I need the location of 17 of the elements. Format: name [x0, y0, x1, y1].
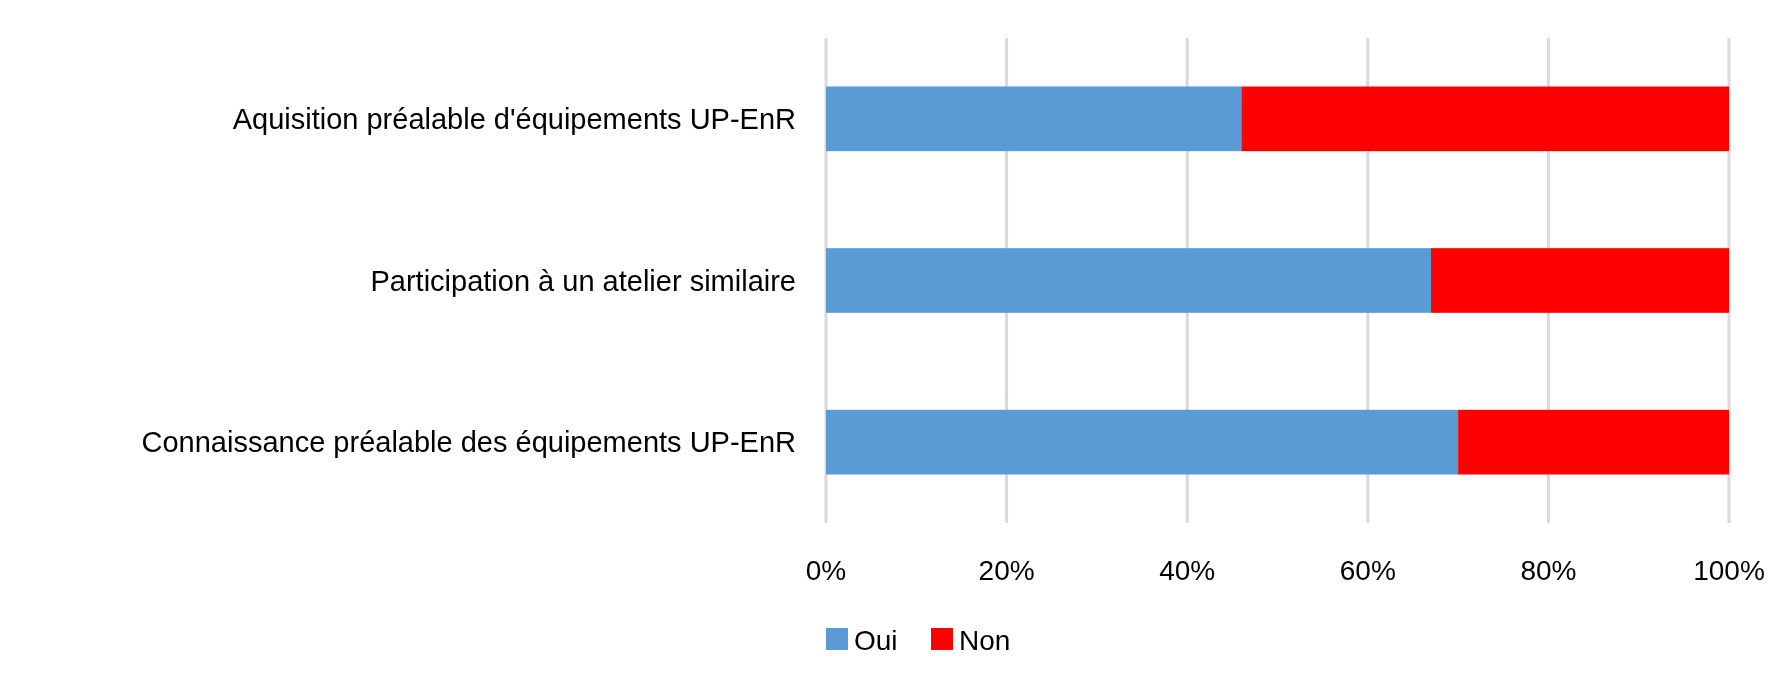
bar: [826, 409, 1459, 475]
bar: [1458, 409, 1729, 475]
y-tick-label: Participation à un atelier similaire: [370, 264, 796, 297]
bar: [1431, 248, 1729, 313]
x-tick-label: 60%: [1339, 555, 1396, 586]
bar: [826, 86, 1242, 152]
legend-label: Oui: [854, 624, 898, 656]
x-tick-label: 40%: [1159, 555, 1216, 586]
bar: [826, 248, 1432, 313]
y-tick-label: Connaissance préalable des équipements UP-EnR: [141, 426, 796, 459]
legend-label: Non: [959, 624, 1011, 656]
x-tick-label: 20%: [978, 555, 1035, 586]
x-tick-label: 80%: [1520, 555, 1577, 586]
x-tick-label: 100%: [1693, 555, 1765, 586]
y-tick-label: Aquisition préalable d'équipements UP-EnR: [232, 102, 796, 135]
bar: [1241, 86, 1729, 152]
x-tick-label: 0%: [805, 555, 847, 586]
